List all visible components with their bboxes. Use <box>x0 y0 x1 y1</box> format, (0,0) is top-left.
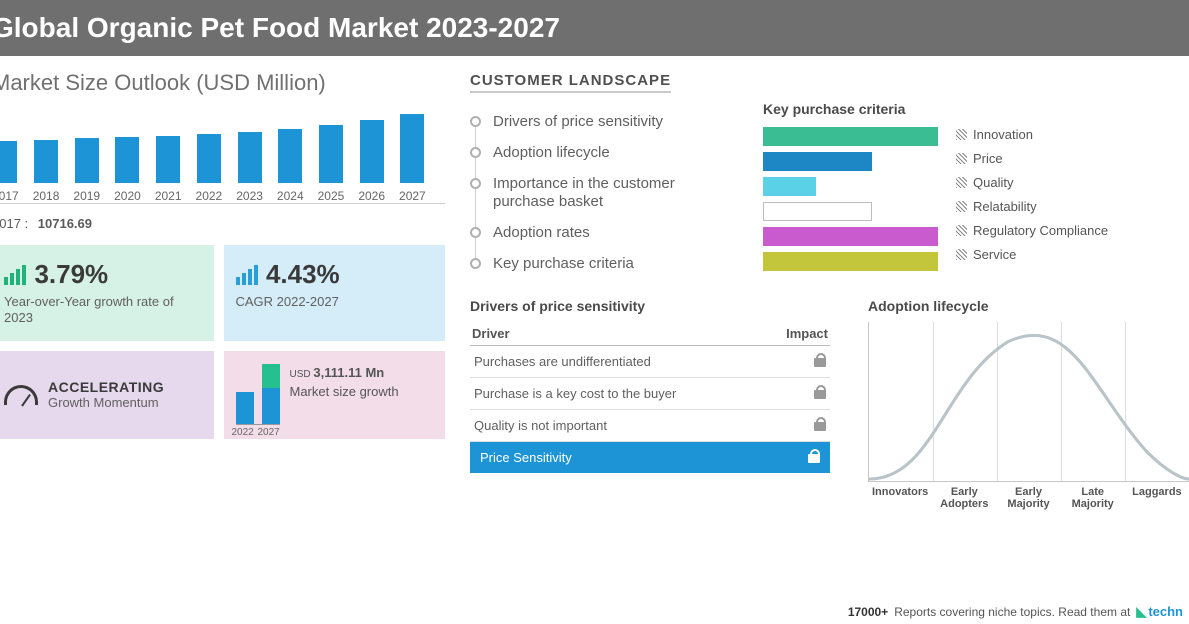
bullet-dot-icon <box>470 116 481 127</box>
bar-item: 2021 <box>155 136 182 203</box>
bar-item: 2023 <box>236 132 263 203</box>
cagr-value: 4.43% <box>266 259 340 289</box>
bullet-item: Adoption lifecycle <box>470 138 723 169</box>
brand-logo: techn <box>1136 604 1183 620</box>
legend-item: Price <box>956 151 1108 166</box>
bar-item: 2027 <box>399 114 426 203</box>
speedometer-icon <box>4 385 38 405</box>
metric-cards: 3.79% Year-over-Year growth rate of 2023… <box>0 245 445 439</box>
market-outlook-title: Market Size Outlook (USD Million) <box>0 70 445 96</box>
criteria-bar <box>763 177 816 196</box>
legend-item: Relatability <box>956 199 1108 214</box>
adoption-x-label: EarlyMajority <box>996 486 1060 510</box>
card-yoy: 3.79% Year-over-Year growth rate of 2023 <box>0 245 214 341</box>
bullet-dot-icon <box>470 258 481 269</box>
lock-icon <box>814 419 826 431</box>
legend-swatch-icon <box>956 177 967 188</box>
customer-landscape-column: CUSTOMER LANDSCAPE Drivers of price sens… <box>460 56 1189 510</box>
card-market-size-growth: 2022 2027 USD 3,111.11 Mn Market size gr… <box>224 351 446 439</box>
mini-growth-bars: 2022 2027 <box>236 365 280 425</box>
driver-row[interactable]: Purchase is a key cost to the buyer <box>470 378 830 410</box>
criteria-legend: Innovation Price Quality Relatability Regula… <box>956 127 1108 271</box>
adoption-x-label: LateMajority <box>1061 486 1125 510</box>
driver-row[interactable]: Price Sensitivity <box>470 442 830 473</box>
adoption-curve <box>868 322 1189 482</box>
drivers-table-head: Driver Impact <box>470 322 830 346</box>
footer-count: 17000+ <box>848 605 888 619</box>
bar-item: 2025 <box>318 125 345 203</box>
bar-item: 2022 <box>196 134 223 203</box>
adoption-x-label: Innovators <box>868 486 932 510</box>
bar-item: 2017 <box>0 141 19 203</box>
criteria-bar <box>763 227 938 246</box>
card-accelerating: ACCELERATING Growth Momentum <box>0 351 214 439</box>
bullet-dot-icon <box>470 147 481 158</box>
bar-item: 2024 <box>277 129 304 203</box>
cagr-sub: CAGR 2022-2027 <box>236 294 434 310</box>
bullet-item: Importance in the customer purchase bask… <box>470 169 723 219</box>
yoy-value: 3.79% <box>34 259 108 289</box>
page-header: Global Organic Pet Food Market 2023-2027 <box>0 0 1189 56</box>
market-size-bar-chart: 2017 2018 2019 2020 2021 2022 2023 2024 2025 2026… <box>0 114 445 204</box>
adoption-title: Adoption lifecycle <box>868 298 1189 314</box>
legend-item: Quality <box>956 175 1108 190</box>
driver-row[interactable]: Quality is not important <box>470 410 830 442</box>
card-cagr: 4.43% CAGR 2022-2027 <box>224 245 446 341</box>
legend-item: Regulatory Compliance <box>956 223 1108 238</box>
base-year-amount: 10716.69 <box>38 216 92 231</box>
drivers-title: Drivers of price sensitivity <box>470 298 830 314</box>
bullet-item: Adoption rates <box>470 218 723 249</box>
customer-bullets: Drivers of price sensitivityAdoption lif… <box>470 107 723 280</box>
bar-chart-icon <box>4 265 26 285</box>
base-year-label: 2017 : <box>0 216 28 231</box>
mini-bar-year-1: 2022 <box>232 427 254 438</box>
criteria-title: Key purchase criteria <box>763 101 1189 117</box>
lock-icon <box>814 355 826 367</box>
page-title: Global Organic Pet Food Market 2023-2027 <box>0 12 1189 44</box>
criteria-bar <box>763 252 938 271</box>
criteria-hbars <box>763 127 938 271</box>
msg-sub: Market size growth <box>290 384 399 400</box>
legend-swatch-icon <box>956 249 967 260</box>
market-outlook-column: Market Size Outlook (USD Million) 201720… <box>0 56 460 510</box>
base-year-value: 2017 : 10716.69 <box>0 216 445 231</box>
driver-row[interactable]: Purchases are undifferentiated <box>470 346 830 378</box>
bar-item: 2019 <box>73 138 100 203</box>
accel-label: ACCELERATING <box>48 379 164 395</box>
legend-swatch-icon <box>956 129 967 140</box>
lock-icon <box>808 451 820 463</box>
lock-icon <box>814 387 826 399</box>
bullet-dot-icon <box>470 227 481 238</box>
bullet-item: Drivers of price sensitivity <box>470 107 723 138</box>
adoption-lifecycle: Adoption lifecycle InnovatorsEarlyAdopte… <box>868 298 1189 510</box>
customer-landscape-heading: CUSTOMER LANDSCAPE <box>470 72 671 93</box>
legend-swatch-icon <box>956 201 967 212</box>
adoption-x-label: Laggards <box>1125 486 1189 510</box>
bar-item: 2018 <box>33 140 60 203</box>
bar-item: 2026 <box>358 120 385 203</box>
bar-chart-icon <box>236 265 258 285</box>
legend-item: Service <box>956 247 1108 262</box>
bar-item: 2020 <box>114 137 141 203</box>
adoption-x-label: EarlyAdopters <box>932 486 996 510</box>
legend-swatch-icon <box>956 153 967 164</box>
bullet-item: Key purchase criteria <box>470 249 723 280</box>
col-impact: Impact <box>786 326 828 341</box>
key-purchase-criteria: Key purchase criteria Innovation Price Qua… <box>763 101 1189 280</box>
page-footer: 17000+ Reports covering niche topics. Re… <box>848 604 1183 620</box>
adoption-x-labels: InnovatorsEarlyAdoptersEarlyMajorityLate… <box>868 486 1189 510</box>
yoy-sub: Year-over-Year growth rate of 2023 <box>4 294 202 327</box>
price-sensitivity-drivers: Drivers of price sensitivity Driver Impa… <box>470 298 830 510</box>
bullet-dot-icon <box>470 178 481 189</box>
legend-swatch-icon <box>956 225 967 236</box>
footer-text: Reports covering niche topics. Read them… <box>894 605 1130 619</box>
legend-item: Innovation <box>956 127 1108 142</box>
col-driver: Driver <box>472 326 510 341</box>
accel-sub: Growth Momentum <box>48 395 164 410</box>
criteria-bar <box>763 127 938 146</box>
mini-bar-year-2: 2027 <box>258 427 280 438</box>
criteria-bar <box>763 202 872 221</box>
criteria-bar <box>763 152 872 171</box>
msg-amount: USD 3,111.11 Mn <box>290 365 399 380</box>
